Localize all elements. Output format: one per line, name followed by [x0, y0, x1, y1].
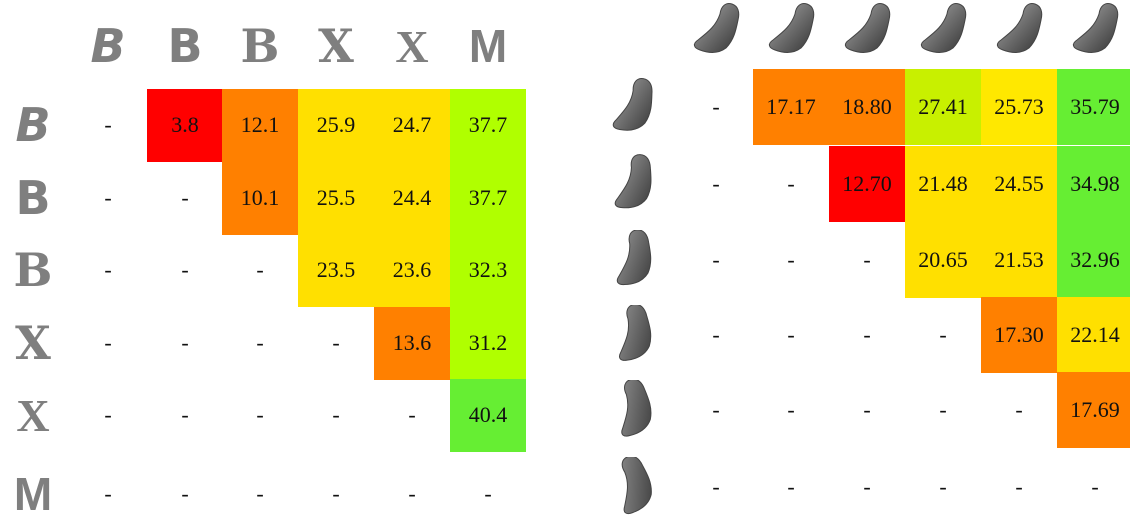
table-cell: -	[104, 112, 112, 137]
table-cell: 37.7	[450, 161, 526, 235]
table-cell: 25.73	[981, 69, 1057, 145]
shoe-icon	[612, 78, 653, 131]
table-cell: 24.4	[374, 161, 450, 235]
table-cell: -	[712, 171, 720, 196]
table-cell: -	[256, 481, 264, 506]
table-cell: 23.5	[298, 233, 374, 307]
table-cell: 24.7	[374, 88, 450, 162]
table-cell: 35.79	[1057, 69, 1130, 145]
table-cell: -	[484, 481, 492, 506]
table-cell: 17.30	[981, 297, 1057, 373]
column-header: X	[395, 20, 429, 72]
table-cell: -	[863, 247, 871, 272]
table-cell: -	[939, 322, 947, 347]
shoe-icon	[618, 305, 652, 361]
table-cell: 23.6	[374, 233, 450, 307]
shoe-icon	[621, 457, 652, 515]
shoe-icon	[996, 3, 1043, 53]
row-header: B	[15, 98, 51, 152]
row-header: M	[13, 468, 53, 520]
table-cell: 31.2	[450, 306, 526, 380]
table-cell: 3.8	[147, 88, 223, 162]
table-cell: 17.69	[1057, 372, 1130, 448]
table-cell: -	[408, 481, 416, 506]
table-cell: -	[256, 257, 264, 282]
table-cell: -	[181, 330, 189, 355]
table-cell: 22.14	[1057, 297, 1130, 373]
table-cell: 20.65	[905, 222, 981, 298]
shoe-icon	[844, 3, 891, 53]
shoe-icon	[614, 154, 652, 209]
column-header: X	[318, 19, 354, 73]
table-cell: -	[1015, 474, 1023, 499]
table-cell: 34.98	[1057, 146, 1130, 222]
table-cell: 32.3	[450, 233, 526, 307]
table-cell: 12.70	[829, 146, 905, 222]
shoe-icon	[920, 3, 967, 53]
table-cell: 21.48	[905, 146, 981, 222]
table-cell: -	[256, 402, 264, 427]
table-cell: -	[104, 185, 112, 210]
table-cell: -	[939, 397, 947, 422]
table-cell: -	[104, 481, 112, 506]
table-cell: -	[712, 94, 720, 119]
table-cell: 24.55	[981, 146, 1057, 222]
row-header: B	[15, 171, 51, 225]
row-header: X	[15, 316, 51, 370]
table-cell: -	[1091, 474, 1099, 499]
row-header: B	[13, 243, 53, 297]
table-cell: -	[787, 247, 795, 272]
table-cell: -	[104, 330, 112, 355]
table-cell: -	[408, 402, 416, 427]
column-header: B	[240, 19, 280, 73]
table-cell: -	[181, 185, 189, 210]
table-cell: -	[712, 474, 720, 499]
table-cell: 37.7	[450, 88, 526, 162]
table-cell: -	[1015, 397, 1023, 422]
table-cell: 13.6	[374, 306, 450, 380]
column-header: B	[167, 19, 203, 73]
shoe-icon	[621, 380, 652, 437]
row-header: X	[16, 389, 50, 441]
table-cell: 25.9	[298, 88, 374, 162]
table-cell: 32.96	[1057, 222, 1130, 298]
table-cell: -	[181, 402, 189, 427]
table-cell: 10.1	[222, 161, 298, 235]
table-cell: -	[939, 474, 947, 499]
table-cell: -	[712, 397, 720, 422]
table-cell: -	[712, 247, 720, 272]
table-cell: -	[863, 397, 871, 422]
column-header: B	[90, 19, 126, 73]
table-cell: -	[787, 171, 795, 196]
column-header: M	[468, 20, 508, 72]
table-cell: -	[332, 402, 340, 427]
table-cell: 18.80	[829, 69, 905, 145]
shoe-icon	[768, 3, 815, 53]
table-cell: -	[104, 257, 112, 282]
table-cell: -	[787, 397, 795, 422]
table-cell: -	[863, 474, 871, 499]
table-cell: -	[787, 322, 795, 347]
shoe-icon	[616, 230, 652, 286]
table-cell: -	[332, 330, 340, 355]
table-cell: -	[181, 481, 189, 506]
table-cell: 25.5	[298, 161, 374, 235]
table-cell: -	[787, 474, 795, 499]
table-cell: -	[712, 322, 720, 347]
table-cell: 40.4	[450, 378, 526, 452]
table-cell: -	[256, 330, 264, 355]
table-cell: -	[104, 402, 112, 427]
table-cell: 12.1	[222, 88, 298, 162]
table-cell: 17.17	[753, 69, 829, 145]
table-cell: -	[332, 481, 340, 506]
shoe-icon	[1072, 3, 1119, 53]
table-cell: 27.41	[905, 69, 981, 145]
shoe-icon	[693, 3, 740, 53]
table-cell: -	[863, 322, 871, 347]
table-cell: -	[181, 257, 189, 282]
table-cell: 21.53	[981, 222, 1057, 298]
